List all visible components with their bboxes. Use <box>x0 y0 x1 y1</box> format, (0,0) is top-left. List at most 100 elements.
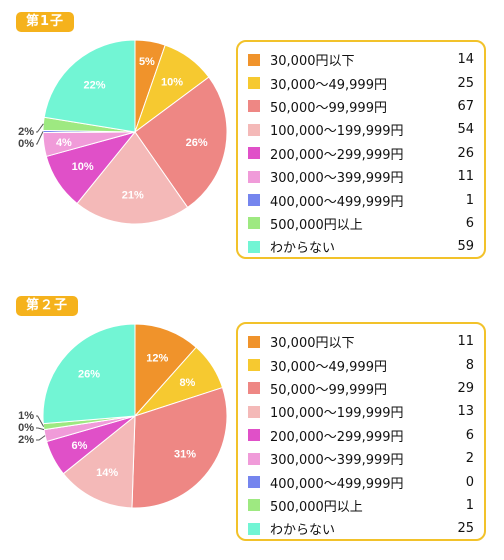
data-label: 26% <box>186 137 208 149</box>
legend-swatch <box>248 53 260 66</box>
legend-item: 50,000〜99,999円 67 <box>248 95 474 118</box>
legend-swatch <box>248 240 260 253</box>
legend-label: 30,000円以下 <box>270 54 355 70</box>
legend-label: 500,000円以上 <box>270 499 363 515</box>
legend-label: 200,000〜299,999円 <box>270 429 404 445</box>
legend-label: 50,000〜99,999円 <box>270 100 387 116</box>
pie-slice <box>62 414 136 509</box>
data-label: 2% <box>18 434 34 446</box>
pie-slice <box>76 131 189 225</box>
legend-count: 0 <box>465 474 474 490</box>
legend-label: 200,000〜299,999円 <box>270 147 404 163</box>
legend-label: 300,000〜399,999円 <box>270 453 404 469</box>
leader-line <box>36 427 45 431</box>
legend-item: 50,000〜99,999円 29 <box>248 377 474 400</box>
pie-slice <box>134 76 228 209</box>
legend-count: 1 <box>465 192 474 208</box>
pie-slice <box>134 323 197 418</box>
data-label: 0% <box>18 138 34 150</box>
chart-title: 第２子 <box>16 296 79 316</box>
legend-label: 30,000〜49,999円 <box>270 359 387 375</box>
chart-section-2: 第２子 12% 8% 31% 14% 6% 2% 0% 1% 26% 30,000円以下 11 30… <box>0 286 504 556</box>
pie-slice <box>131 386 228 509</box>
data-label: 0% <box>18 422 34 434</box>
pie-slice <box>42 323 136 425</box>
legend-item: 30,000円以下 11 <box>248 330 474 353</box>
legend-item: 200,000〜299,999円 6 <box>248 424 474 447</box>
leader-line <box>36 415 45 427</box>
legend-item: 200,000〜299,999円 26 <box>248 142 474 165</box>
legend-count: 25 <box>457 75 474 91</box>
legend-count: 2 <box>465 451 474 467</box>
legend-item: わからない 25 <box>248 517 474 540</box>
legend-1: 30,000円以下 14 30,000〜49,999円 25 50,000〜99,999… <box>236 40 486 259</box>
legend-swatch <box>248 359 260 372</box>
legend-swatch <box>248 77 260 90</box>
legend-label: 500,000円以上 <box>270 217 363 233</box>
legend-count: 26 <box>457 145 474 161</box>
legend-count: 59 <box>457 239 474 255</box>
legend-label: 100,000〜199,999円 <box>270 406 404 422</box>
legend-count: 11 <box>457 334 474 350</box>
legend-swatch <box>248 405 260 418</box>
leader-line <box>36 435 46 441</box>
legend-swatch <box>248 194 260 207</box>
legend-count: 29 <box>457 380 474 396</box>
legend-swatch <box>248 429 260 442</box>
legend-item: 30,000〜49,999円 25 <box>248 71 474 94</box>
legend-swatch <box>248 123 260 136</box>
legend-label: 30,000円以下 <box>270 336 355 352</box>
legend-label: 50,000〜99,999円 <box>270 382 387 398</box>
legend-count: 54 <box>457 122 474 138</box>
chart-section-1: 第1子 5% 10% 26% 21% 10% 4% 0% 2% 22% 30,000円以下 14 3… <box>0 0 504 270</box>
legend-count: 67 <box>457 98 474 114</box>
data-label: 21% <box>122 190 144 202</box>
legend-label: 400,000〜499,999円 <box>270 194 404 210</box>
legend-swatch <box>248 170 260 183</box>
legend-item: 400,000〜499,999円 1 <box>248 188 474 211</box>
legend-swatch <box>248 382 260 395</box>
data-label: 8% <box>179 377 195 389</box>
legend-item: 500,000円以上 6 <box>248 212 474 235</box>
legend-count: 25 <box>457 521 474 537</box>
legend-label: 400,000〜499,999円 <box>270 476 404 492</box>
data-label: 5% <box>139 56 155 68</box>
legend-swatch <box>248 452 260 465</box>
legend-count: 6 <box>465 215 474 231</box>
legend-swatch <box>248 335 260 348</box>
legend-2: 30,000円以下 11 30,000〜49,999円 8 50,000〜99,999円… <box>236 322 486 541</box>
legend-item: 300,000〜399,999円 2 <box>248 447 474 470</box>
legend-item: 300,000〜399,999円 11 <box>248 165 474 188</box>
data-label: 14% <box>96 467 118 479</box>
legend-item: 30,000〜49,999円 8 <box>248 353 474 376</box>
legend-label: 300,000〜399,999円 <box>270 171 404 187</box>
legend-label: わからない <box>270 241 336 257</box>
legend-label: わからない <box>270 523 336 539</box>
pie-chart-1: 5%10%26%21%10%4%0%2%22% <box>18 39 228 225</box>
legend-item: 400,000〜499,999円 0 <box>248 470 474 493</box>
legend-count: 6 <box>465 427 474 443</box>
data-label: 6% <box>72 440 88 452</box>
legend-swatch <box>248 499 260 512</box>
legend-item: 100,000〜199,999円 13 <box>248 400 474 423</box>
data-label: 10% <box>72 161 94 173</box>
data-label: 10% <box>161 77 183 89</box>
leader-line <box>36 131 44 145</box>
legend-label: 30,000〜49,999円 <box>270 77 387 93</box>
legend-swatch <box>248 476 260 489</box>
data-label: 12% <box>146 353 168 365</box>
pie-slice <box>43 39 136 133</box>
legend-swatch <box>248 100 260 113</box>
legend-swatch <box>248 217 260 230</box>
legend-label: 100,000〜199,999円 <box>270 124 404 140</box>
legend-count: 11 <box>457 169 474 185</box>
data-label: 1% <box>18 410 34 422</box>
data-label: 31% <box>174 449 196 461</box>
data-label: 2% <box>18 126 34 138</box>
data-label: 22% <box>83 79 105 91</box>
legend-count: 14 <box>457 52 474 68</box>
legend-swatch <box>248 522 260 535</box>
legend-item: 100,000〜199,999円 54 <box>248 118 474 141</box>
legend-swatch <box>248 147 260 160</box>
legend-count: 8 <box>465 357 474 373</box>
